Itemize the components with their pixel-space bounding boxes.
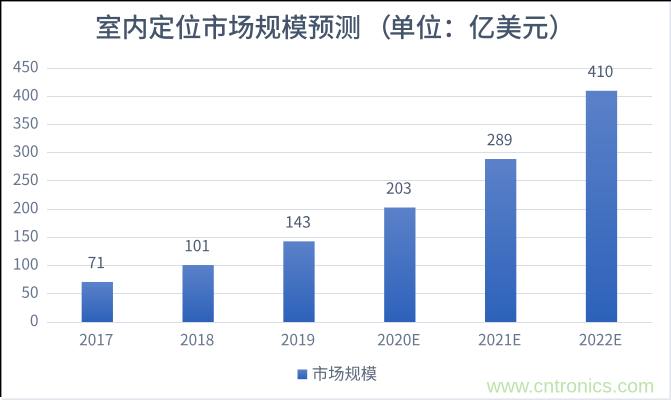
- svg-text:www.cntronics.com: www.cntronics.com: [486, 375, 655, 397]
